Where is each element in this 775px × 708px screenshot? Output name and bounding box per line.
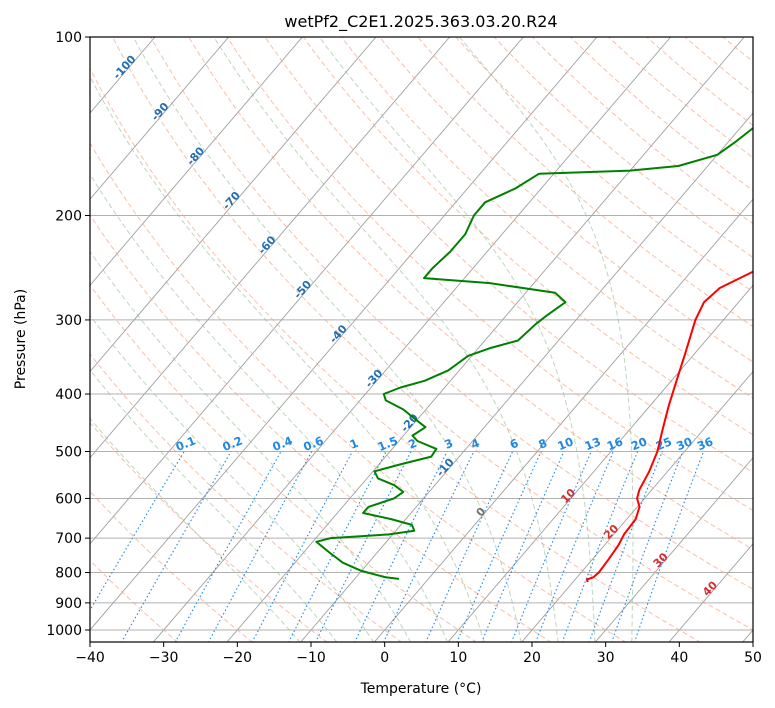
mixing-ratio-label: 16 [605,434,625,453]
dry-adiabat [90,213,552,642]
isotherm-line [594,456,753,642]
mixing-ratio-label: 20 [629,434,649,453]
dry-adiabat [90,67,701,642]
dry-adiabat [90,490,253,642]
isotherm-line [373,198,753,642]
x-tick-label: −40 [75,650,105,666]
mixing-ratio-line [535,451,614,642]
isotherm-line [300,112,753,642]
mixing-ratio-label: 36 [695,434,715,453]
moist-adiabat [90,75,485,642]
isotherm-line [90,37,377,373]
y-tick-label: 1000 [46,623,82,639]
mixing-ratio-label: 10 [555,434,575,453]
x-tick-label: 20 [523,650,541,666]
isotherm-line [226,37,745,642]
moist-adiabat [318,37,596,642]
moist-adiabat [213,37,559,642]
y-tick-label: 900 [55,596,82,612]
x-tick-label: 0 [380,650,389,666]
y-axis: 100 200 300 400 500 600 700 800 900 1000 [46,30,90,639]
y-tick-label: 200 [55,209,82,225]
x-tick-label: 40 [670,650,688,666]
isotherm-line [90,37,451,459]
mixing-ratio-line [456,451,542,642]
chart-title: wetPf2_C2E1.2025.363.03.20.R24 [284,12,557,32]
x-axis: −40 −30 −20 −10 0 10 20 30 40 50 [75,642,762,666]
dry-adiabat [302,37,753,436]
y-tick-label: 800 [55,566,82,582]
isotherm-line [90,37,230,200]
x-tick-label: 50 [744,650,762,666]
mixing-ratio-label: 13 [583,434,603,453]
y-tick-label: 600 [55,491,82,507]
dewpoint-profile [315,126,753,580]
x-tick-label: −20 [223,650,253,666]
dry-adiabat [417,37,753,328]
mixing-ratio-line [251,451,353,642]
moist-adiabat [90,314,375,642]
moist-adiabat [132,37,522,642]
x-tick-label: 10 [449,650,467,666]
moist-adiabat [90,369,338,642]
x-axis-title: Temperature (°C) [360,681,482,697]
plot-frame [89,36,754,643]
isotherm-line [90,37,303,287]
mixing-ratio-line [207,451,313,642]
moist-adiabat [459,37,634,642]
dry-adiabat [264,37,753,473]
mixing-ratio-line [174,451,282,642]
temperature-profile [585,270,753,583]
dry-adiabat [379,37,753,363]
x-tick-label: −30 [149,650,179,666]
mixing-ratio-line [481,451,565,642]
dry-adiabat [90,422,328,642]
dry-adiabat [188,37,753,550]
y-tick-label: 400 [55,387,82,403]
isotherm-line [90,37,598,631]
isotherm-line [447,284,753,642]
mixing-ratio-line [561,451,639,642]
moist-adiabat [90,250,412,642]
moist-adiabat [90,173,448,642]
x-tick-label: −10 [296,650,326,666]
mixing-ratio-line [611,451,684,642]
y-tick-label: 700 [55,531,82,547]
y-tick-label: 500 [55,444,82,460]
y-axis-title: Pressure (hPa) [13,289,29,389]
x-tick-label: 30 [597,650,615,666]
mixing-ratio-label: 30 [674,434,694,453]
isotherm-line [90,37,524,545]
isotherm-line [521,370,753,642]
mixing-ratio-line [634,451,705,642]
dry-adiabat [90,142,627,642]
y-tick-label: 100 [55,30,82,46]
mixing-ratio-line [511,451,592,642]
mixing-ratio-line [314,451,412,642]
dry-adiabat [226,37,753,511]
dry-adiabat [112,37,753,631]
y-tick-label: 300 [55,313,82,329]
moist-adiabat [90,417,301,642]
mixing-ratio-line [588,451,663,642]
dry-adiabat [90,284,477,642]
isotherm-line [152,37,672,642]
